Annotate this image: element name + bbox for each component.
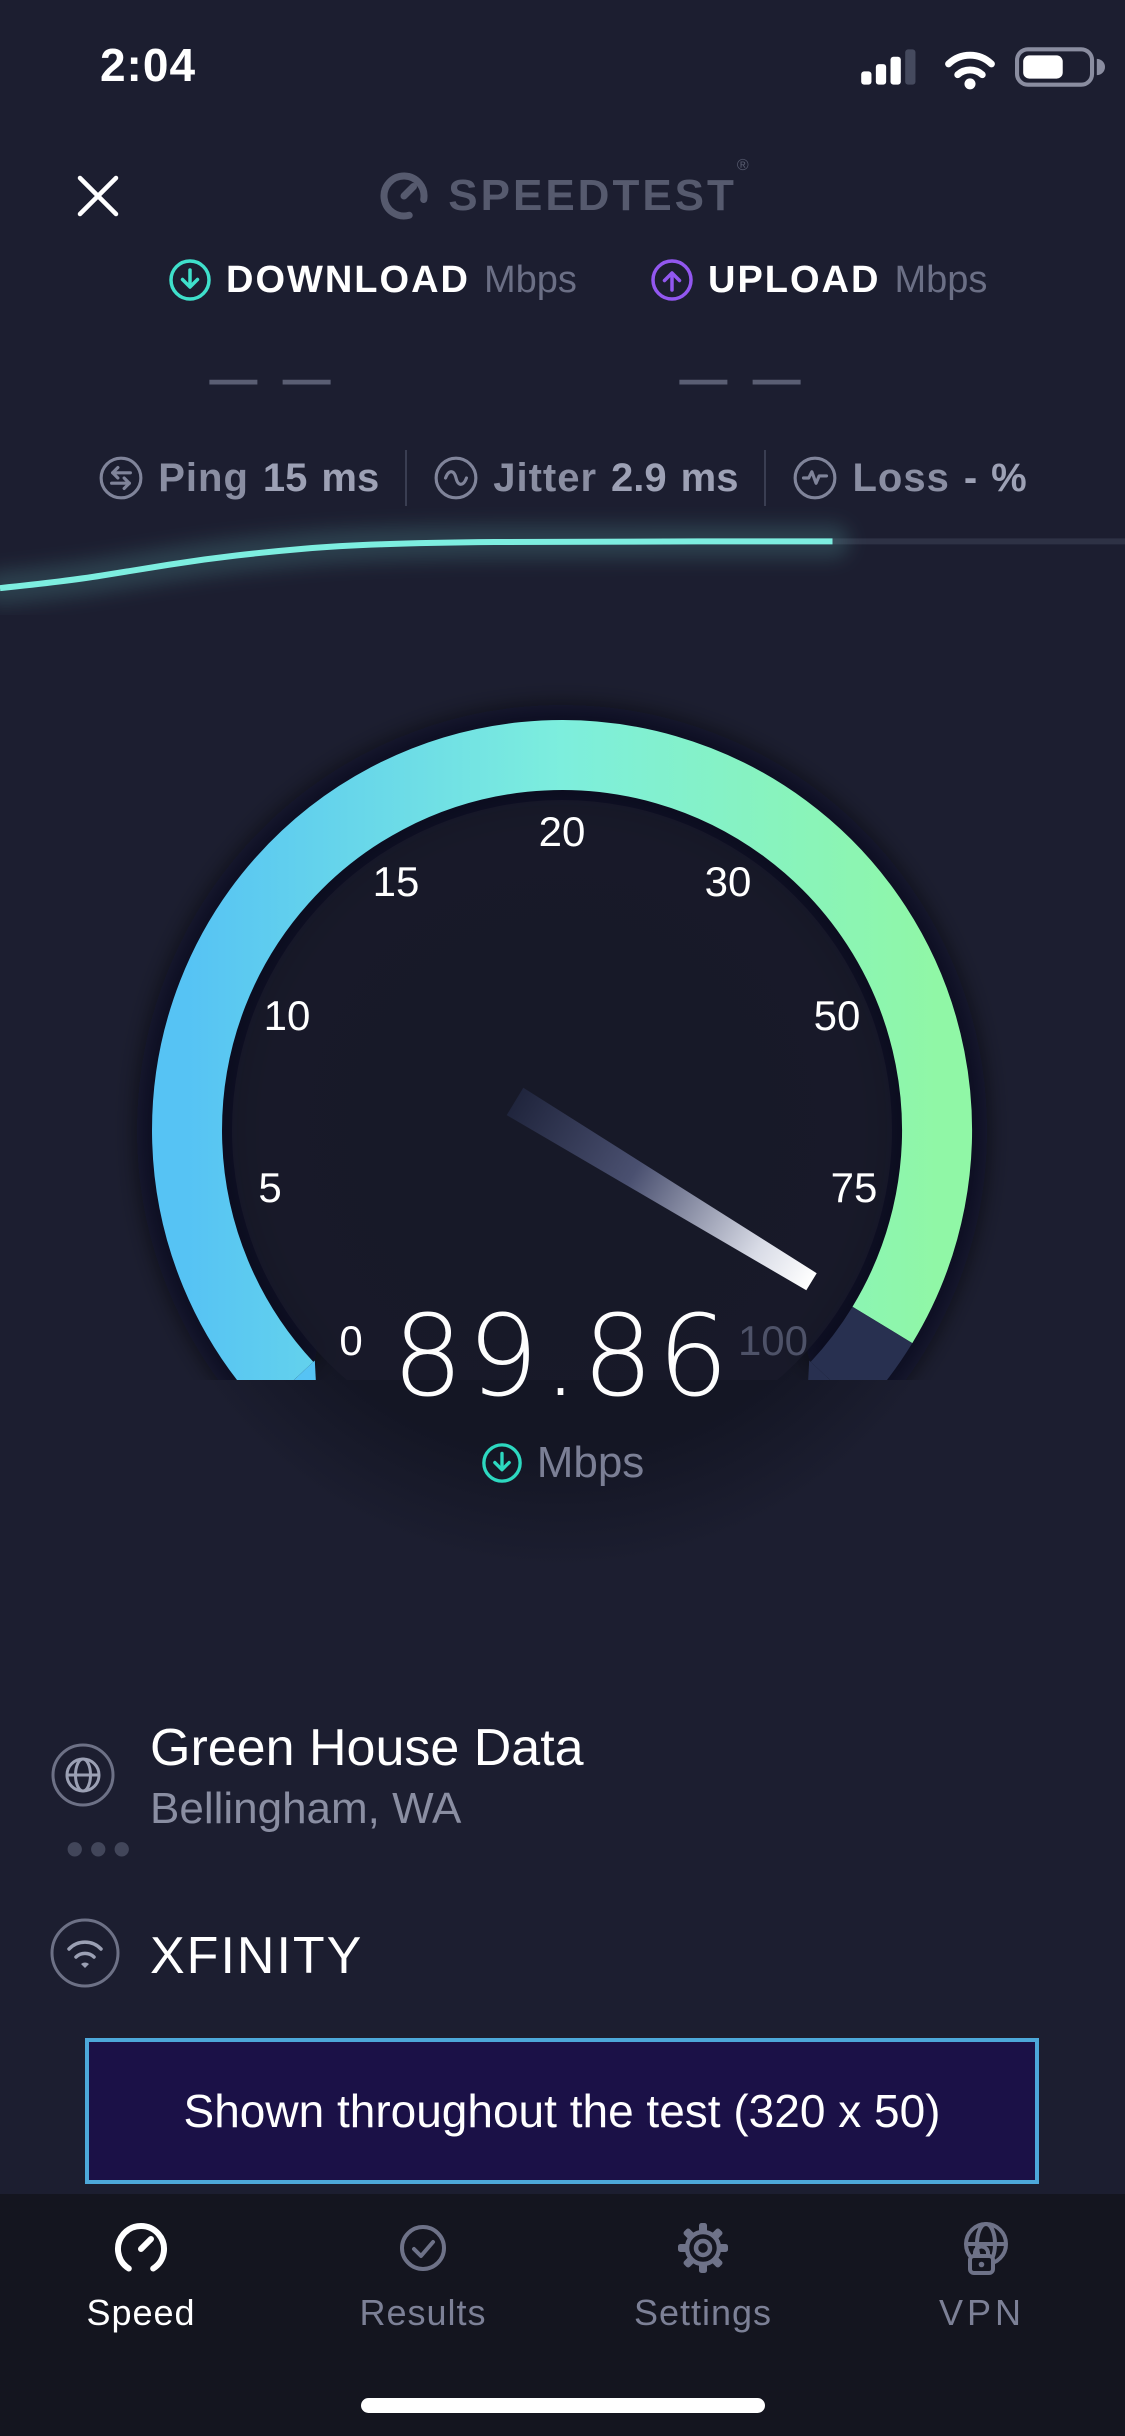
gear-icon bbox=[678, 2223, 728, 2273]
upload-value-placeholder: — — bbox=[679, 353, 807, 406]
gauge-tick-label: 75 bbox=[831, 1164, 878, 1211]
upload-unit: Mbps bbox=[894, 258, 988, 301]
loss-label: Loss bbox=[852, 455, 950, 500]
server-globe-icon bbox=[51, 1743, 115, 1807]
gauge-tick-label: 10 bbox=[264, 992, 311, 1039]
registered-mark: ® bbox=[736, 157, 749, 174]
close-icon[interactable] bbox=[72, 170, 124, 222]
server-location: Bellingham, WA bbox=[150, 1784, 462, 1833]
gauge-current-value: 89.86 bbox=[392, 1292, 733, 1422]
gauge-progress-arc bbox=[152, 720, 973, 1380]
sparkline-line bbox=[0, 538, 833, 592]
ping-stat: Ping 15 ms bbox=[98, 455, 379, 501]
gauge-unit-row: Mbps bbox=[0, 1438, 1125, 1488]
ad-banner[interactable]: Shown throughout the test (320 x 50) bbox=[85, 2038, 1039, 2184]
jitter-stat: Jitter 2.9 ms bbox=[433, 455, 738, 501]
latency-stats-row: Ping 15 ms Jitter 2.9 ms Loss - % bbox=[0, 450, 1125, 506]
gauge-unit: Mbps bbox=[536, 1438, 645, 1487]
gauge-tick-label: 100 bbox=[738, 1317, 808, 1364]
globe-lock-icon bbox=[964, 2222, 1008, 2275]
tab-speed[interactable]: Speed bbox=[31, 2218, 251, 2334]
loss-value: - bbox=[963, 455, 978, 500]
jitter-icon bbox=[434, 456, 478, 500]
tab-settings-label: Settings bbox=[633, 2292, 773, 2333]
speedtest-logo-gauge-icon bbox=[380, 172, 428, 220]
ping-label: Ping bbox=[158, 455, 249, 500]
jitter-unit: ms bbox=[680, 455, 739, 500]
download-speed-sparkline bbox=[0, 524, 1125, 606]
gauge-tick-label: 20 bbox=[539, 808, 586, 855]
home-indicator[interactable] bbox=[361, 2398, 765, 2413]
download-arrow-icon bbox=[169, 259, 211, 301]
isp-name: XFINITY bbox=[150, 1927, 364, 1985]
logo-wordmark: SPEEDTEST bbox=[448, 171, 737, 220]
divider bbox=[405, 450, 408, 506]
speedtest-logo: SPEEDTEST® bbox=[0, 157, 1125, 224]
upload-metric-header: UPLOAD Mbps bbox=[650, 258, 987, 302]
tab-vpn[interactable]: VPN bbox=[872, 2218, 1092, 2334]
packet-loss-icon bbox=[794, 456, 837, 500]
gauge-needle bbox=[506, 1087, 817, 1291]
divider bbox=[764, 450, 767, 506]
status-bar-time: 2:04 bbox=[99, 39, 197, 91]
loss-unit: % bbox=[991, 455, 1027, 500]
tab-bar: Speed Results Settings bbox=[0, 2194, 1125, 2436]
upload-label: UPLOAD bbox=[708, 258, 881, 301]
server-name: Green House Data bbox=[150, 1719, 584, 1777]
download-metric-header: DOWNLOAD Mbps bbox=[168, 258, 577, 302]
gauge-tick-label: 30 bbox=[705, 858, 752, 905]
ping-icon bbox=[99, 456, 143, 500]
tab-speed-label: Speed bbox=[86, 2292, 196, 2333]
download-arrow-icon bbox=[481, 1443, 522, 1483]
download-unit: Mbps bbox=[483, 258, 577, 301]
ping-value: 15 bbox=[262, 455, 308, 500]
speed-gauge: 0 5 10 15 20 30 50 75 100 bbox=[137, 705, 987, 1380]
cellular-signal-icon bbox=[861, 49, 916, 85]
wifi-icon bbox=[945, 51, 995, 90]
tab-settings[interactable]: Settings bbox=[593, 2218, 813, 2334]
ad-banner-text: Shown throughout the test (320 x 50) bbox=[183, 2085, 941, 2137]
gauge-tick-label: 50 bbox=[814, 992, 861, 1039]
gauge-tick-label: 0 bbox=[339, 1317, 362, 1364]
status-bar-icons bbox=[859, 44, 1105, 90]
ping-unit: ms bbox=[321, 455, 380, 500]
gauge-remainder-arc bbox=[810, 1306, 913, 1380]
download-value-placeholder: — — bbox=[209, 353, 337, 406]
change-server-ellipsis[interactable]: ••• bbox=[66, 1821, 137, 1877]
gauge-tick-label: 5 bbox=[258, 1164, 281, 1211]
loss-stat: Loss - % bbox=[792, 455, 1027, 501]
jitter-label: Jitter bbox=[493, 455, 598, 500]
tab-results-label: Results bbox=[359, 2292, 487, 2333]
check-circle-icon bbox=[400, 2225, 446, 2271]
battery-icon bbox=[1015, 47, 1105, 87]
tab-results[interactable]: Results bbox=[313, 2218, 533, 2334]
jitter-value: 2.9 bbox=[611, 455, 667, 500]
isp-wifi-icon bbox=[50, 1918, 120, 1988]
tab-vpn-label: VPN bbox=[938, 2292, 1026, 2333]
speedometer-icon bbox=[115, 2223, 167, 2272]
upload-arrow-icon bbox=[651, 259, 693, 301]
gauge-tick-label: 15 bbox=[373, 858, 420, 905]
download-label: DOWNLOAD bbox=[226, 258, 470, 301]
